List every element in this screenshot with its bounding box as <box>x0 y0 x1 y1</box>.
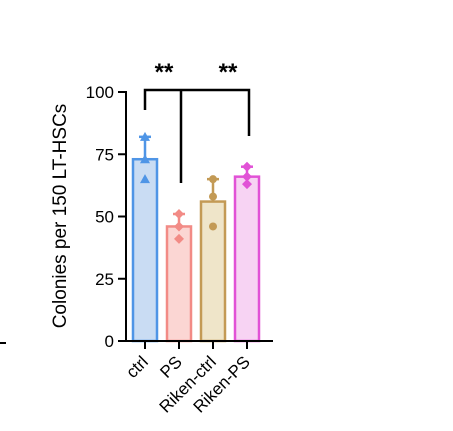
data-point <box>242 179 252 190</box>
x-tick-label: ctrl <box>122 352 151 381</box>
data-point <box>209 192 217 201</box>
bar-riken-ps <box>233 175 261 343</box>
data-point <box>209 222 217 231</box>
significance-brackets: ** ** <box>143 59 251 183</box>
data-point <box>242 161 252 172</box>
bar-ctrl <box>131 157 159 343</box>
y-tick-label: 0 <box>105 332 114 351</box>
data-points <box>140 131 252 244</box>
data-point <box>242 171 252 182</box>
data-point <box>140 154 150 164</box>
data-point <box>140 131 150 141</box>
significance-bracket <box>143 88 251 136</box>
y-tick-label: 100 <box>86 83 114 102</box>
data-point <box>174 221 184 232</box>
data-point <box>174 209 184 220</box>
y-tick-label: 50 <box>95 208 114 227</box>
data-point <box>174 233 184 244</box>
bars <box>131 157 261 343</box>
data-point <box>209 175 217 184</box>
y-axis-label: Colonies per 150 LT-HSCs <box>50 104 71 329</box>
y-axis: 0 25 50 75 100 <box>86 83 127 351</box>
y-tick-label: 75 <box>95 145 114 164</box>
significance-label: ** <box>219 59 238 86</box>
significance-label: ** <box>155 59 174 86</box>
data-point <box>140 174 150 184</box>
y-tick-label: 25 <box>95 270 114 289</box>
